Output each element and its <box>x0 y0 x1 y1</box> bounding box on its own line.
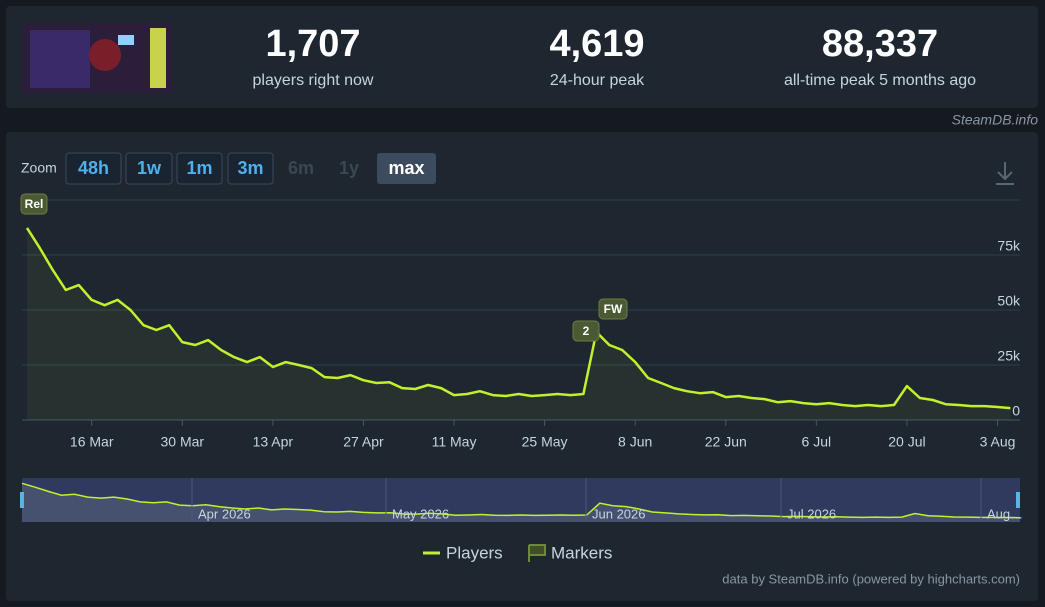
y-tick-label: 0 <box>1012 403 1020 419</box>
thumb-art <box>89 39 121 71</box>
thumb-art <box>118 35 134 45</box>
watermark: SteamDB.info <box>952 112 1039 128</box>
thumb-art <box>150 28 166 88</box>
navigator-label: Apr 2026 <box>198 506 251 521</box>
x-tick-label: 6 Jul <box>802 434 832 450</box>
x-tick-label: 11 May <box>432 434 477 450</box>
x-tick-label: 3 Aug <box>980 434 1016 450</box>
zoom-button[interactable] <box>176 152 223 185</box>
marker-flag <box>572 320 600 342</box>
navigator-line <box>21 482 1021 519</box>
stat-label: all-time peak 5 months ago <box>784 72 976 89</box>
zoom-button[interactable] <box>227 152 274 185</box>
area <box>27 227 1011 420</box>
y-tick-label: 75k <box>997 238 1021 254</box>
navigator-label: May 2026 <box>392 506 449 521</box>
stat-value: 4,619 <box>549 23 644 65</box>
y-tick-label: 25k <box>997 348 1021 364</box>
navigator-label: Jun 2026 <box>592 506 646 521</box>
stat-value: 88,337 <box>822 23 938 65</box>
navigator-handle[interactable] <box>1016 492 1020 508</box>
zoom-button[interactable] <box>65 152 122 185</box>
x-tick-label: 8 Jun <box>618 434 652 450</box>
x-tick-label: 27 Apr <box>343 434 384 450</box>
zoom-option[interactable]: 48h <box>78 158 109 178</box>
zoom-button[interactable] <box>125 152 173 185</box>
zoom-option: 1y <box>339 158 359 178</box>
legend-label: Players <box>446 543 503 562</box>
stat-label: 24-hour peak <box>550 72 645 89</box>
x-tick-label: 22 Jun <box>705 434 747 450</box>
zoom-option: 6m <box>288 158 314 178</box>
stats-panel <box>6 6 1038 108</box>
marker-flag <box>20 193 48 215</box>
navigator-label: Aug… <box>987 506 1023 521</box>
marker-label: Rel <box>25 197 44 211</box>
marker-label: FW <box>604 302 623 316</box>
navigator-handle[interactable] <box>20 492 24 508</box>
download-icon[interactable] <box>996 162 1014 185</box>
credits: data by SteamDB.info (powered by highcha… <box>722 571 1020 586</box>
zoom-option[interactable]: 1w <box>137 158 162 178</box>
icon-stroke <box>997 171 1013 181</box>
stat-value: 1,707 <box>265 23 360 65</box>
legend-label: Markers <box>551 543 612 562</box>
x-tick-label: 30 Mar <box>160 434 204 450</box>
navigator-area <box>22 483 1020 522</box>
x-tick-label: 20 Jul <box>888 434 925 450</box>
y-tick-label: 50k <box>997 293 1021 309</box>
x-tick-label: 16 Mar <box>70 434 114 450</box>
zoom-label: Zoom <box>21 160 57 176</box>
legend-flag-icon <box>528 544 546 562</box>
zoom-button[interactable] <box>377 153 436 184</box>
navigator-label: Jul 2026 <box>787 506 836 521</box>
zoom-option[interactable]: 1m <box>186 158 212 178</box>
marker-flag <box>598 298 628 320</box>
series-line <box>25 227 1011 410</box>
zoom-option[interactable]: max <box>388 158 424 178</box>
zoom-option[interactable]: 3m <box>237 158 263 178</box>
thumb-art <box>30 30 90 88</box>
x-tick-label: 25 May <box>522 434 568 450</box>
x-tick-label: 13 Apr <box>253 434 294 450</box>
stat-label: players right now <box>253 72 374 89</box>
marker-label: 2 <box>583 324 590 338</box>
